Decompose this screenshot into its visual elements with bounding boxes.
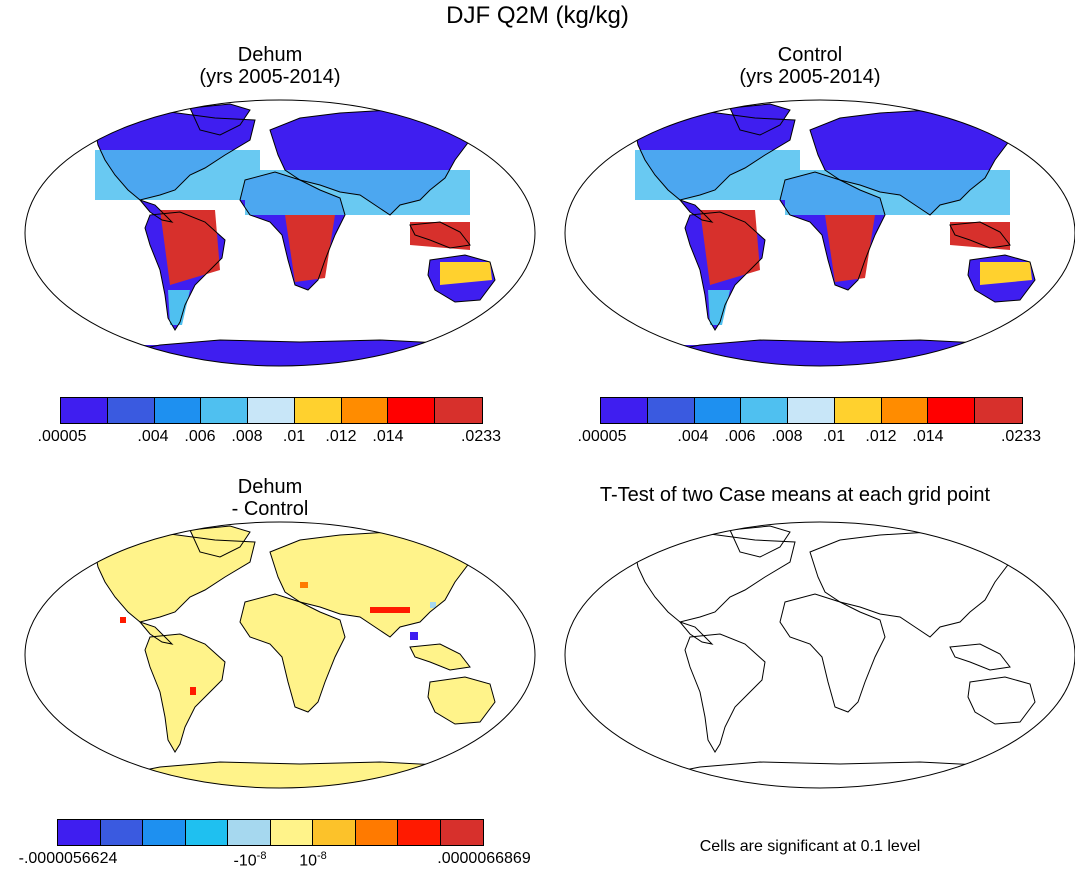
colorbar-swatch [58,820,101,845]
colorbar-label: .008 [771,428,803,445]
colorbar-label: .0233 [1000,428,1042,445]
colorbar-swatch [975,398,1022,423]
colorbar-swatch [341,398,389,423]
colorbar-label: .01 [282,428,306,445]
colorbar-control [600,397,1023,424]
colorbar-swatch [928,398,976,423]
panel-title-diff: Dehum - Control [130,476,410,520]
map-dehum [24,99,536,367]
colorbar-swatch [270,820,313,845]
colorbar-label: .012 [325,428,357,445]
colorbar-label: .014 [912,428,944,445]
colorbar-label: .00005 [577,428,627,445]
colorbar-swatch [881,398,929,423]
panel-title-dehum: Dehum (yrs 2005-2014) [130,44,410,88]
colorbar-label: .01 [822,428,846,445]
panel-title-line1: Control [777,44,843,66]
colorbar-swatch [440,820,483,845]
colorbar-diff [57,819,484,846]
colorbar-swatch [741,398,789,423]
colorbar-swatch [154,398,202,423]
panel-title-line1: Dehum [237,476,303,498]
colorbar-swatch [388,398,436,423]
colorbar-label-base: -10 [233,852,257,870]
colorbar-label: .014 [372,428,404,445]
colorbar-swatch [185,820,228,845]
colorbar-label: .00005 [37,428,87,445]
colorbar-label-exponent: -8 [317,850,327,862]
colorbar-swatch [100,820,143,845]
colorbar-label: -.0000056624 [18,850,118,867]
colorbar-label-exponent: -8 [256,850,267,862]
map-diff [24,521,536,789]
colorbar-swatch [201,398,249,423]
panel-title-ttest: T-Test of two Case means at each grid po… [599,484,991,506]
colorbar-swatch [294,398,342,423]
colorbar-swatch [435,398,482,423]
colorbar-label: .012 [865,428,897,445]
colorbar-label: -10-8 [234,850,267,870]
colorbar-label: .0000066869 [437,850,531,867]
colorbar-swatch [61,398,108,423]
colorbar-swatch [694,398,742,423]
colorbar-swatch [228,820,271,845]
colorbar-label-base: 10 [299,852,318,870]
panel-title-control: Control (yrs 2005-2014) [670,44,950,88]
colorbar-swatch [355,820,398,845]
colorbar-swatch [248,398,295,423]
colorbar-label: .0233 [460,428,502,445]
colorbar-swatch [398,820,441,845]
colorbar-label: .004 [677,428,709,445]
colorbar-swatch [647,398,695,423]
panel-title-line1: Dehum [237,44,303,66]
panel-title-line2: (yrs 2005-2014) [199,66,341,88]
figure-title: DJF Q2M (kg/kg) [446,2,629,29]
colorbar-swatch [788,398,835,423]
panel-title-line2: - Control [231,498,309,520]
colorbar-label: .006 [724,428,756,445]
colorbar-swatch [834,398,882,423]
colorbar-label: .004 [137,428,169,445]
colorbar-swatch [143,820,186,845]
colorbar-label: 10-8 [299,850,327,870]
panel-title-line2: (yrs 2005-2014) [739,66,881,88]
colorbar-swatch [601,398,648,423]
colorbar-swatch [107,398,155,423]
ttest-note: Cells are significant at 0.1 level [699,838,921,855]
map-ttest [564,521,1075,789]
colorbar-dehum [60,397,483,424]
colorbar-swatch [313,820,356,845]
map-control [564,99,1075,367]
colorbar-label: .006 [184,428,216,445]
colorbar-label: .008 [231,428,263,445]
